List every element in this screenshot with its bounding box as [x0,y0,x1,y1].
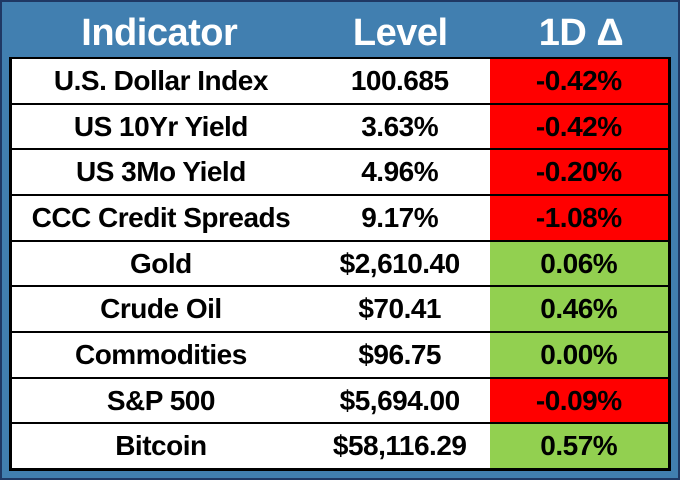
indicator-cell: US 3Mo Yield [75,156,246,188]
delta-cell: -0.42% [489,104,668,149]
table-row: US 10Yr Yield 3.63% -0.42% [9,104,671,151]
indicator-cell: U.S. Dollar Index [53,64,268,96]
indicator-cell: Commodities [74,338,247,370]
table-row: Crude Oil $70.41 0.46% [9,287,671,334]
delta-cell: -0.42% [489,59,668,103]
delta-cell: 0.57% [489,424,668,469]
level-cell: $5,694.00 [339,384,461,416]
indicator-cell: S&P 500 [106,384,216,416]
level-cell: $58,116.29 [332,430,467,462]
table-header-row: Indicator Level 1D Δ [9,9,671,59]
table-row: CCC Credit Spreads 9.17% -1.08% [9,196,671,242]
delta-cell: -0.20% [489,150,668,195]
table-row: Bitcoin $58,116.29 0.57% [9,424,671,472]
table-row: Commodities $96.75 0.00% [9,333,671,379]
table-row: U.S. Dollar Index 100.685 -0.42% [9,59,671,105]
delta-cell: -1.08% [489,196,668,240]
delta-cell: -0.09% [489,378,668,423]
indicator-cell: Bitcoin [115,430,207,462]
level-cell: $96.75 [358,338,441,370]
level-cell: $2,610.40 [339,247,461,279]
level-cell: 9.17% [361,201,439,233]
level-cell: 4.96% [361,156,439,188]
level-cell: 3.63% [361,110,439,142]
indicator-cell: CCC Credit Spreads [31,201,291,233]
indicator-cell: Crude Oil [100,293,222,325]
indicator-cell: Gold [130,247,192,279]
table-row: US 3Mo Yield 4.96% -0.20% [9,150,671,197]
delta-cell: 0.00% [489,333,668,377]
header-level: Level [352,11,448,54]
header-indicator: Indicator [81,11,238,54]
header-delta: 1D Δ [538,11,624,54]
indicator-cell: US 10Yr Yield [73,110,249,142]
level-cell: $70.41 [358,293,441,325]
delta-cell: 0.06% [489,241,668,286]
indicators-table: Indicator Level 1D Δ U.S. Dollar Index 1… [9,9,671,472]
table-row: Gold $2,610.40 0.06% [9,241,671,288]
delta-cell: 0.46% [489,287,668,332]
table-row: S&P 500 $5,694.00 -0.09% [9,378,671,425]
level-cell: 100.685 [350,64,449,96]
